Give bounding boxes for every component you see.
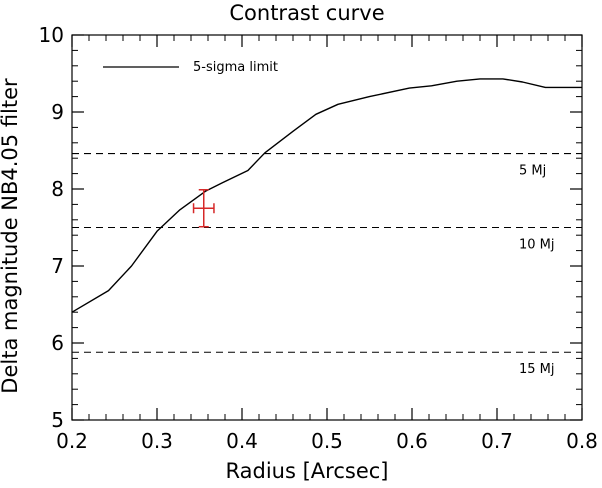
chart-title: Contrast curve [229, 1, 384, 25]
y-tick-label: 10 [39, 23, 64, 47]
y-tick-label: 6 [51, 331, 64, 355]
legend-label-5-sigma-limit: 5-sigma limit [193, 60, 278, 75]
x-axis-ticks: 0.2 0.3 0.4 0.5 0.6 0.7 0.8 [56, 35, 598, 453]
y-tick-label: 5 [51, 408, 64, 432]
x-tick-label: 0.8 [566, 429, 598, 453]
y-axis-ticks: 5 6 7 8 9 10 [39, 23, 582, 432]
y-axis-title: Delta magnitude NB4.05 filter [0, 78, 22, 394]
reference-line-label: 15 Mj [519, 362, 555, 377]
x-axis-title: Radius [Arcsec] [226, 459, 389, 483]
reference-line-label: 10 Mj [519, 238, 555, 253]
x-tick-label: 0.5 [311, 429, 343, 453]
series-lines [71, 78, 582, 313]
x-tick-label: 0.2 [56, 429, 88, 453]
y-tick-label: 8 [51, 177, 64, 201]
x-tick-label: 0.4 [226, 429, 258, 453]
y-tick-label: 7 [51, 254, 64, 278]
reference-lines: 5 Mj 10 Mj 15 Mj [72, 153, 582, 377]
error-point [192, 189, 215, 228]
x-tick-label: 0.7 [481, 429, 513, 453]
legend: 5-sigma limit [103, 60, 278, 75]
x-tick-label: 0.6 [396, 429, 428, 453]
x-tick-label: 0.3 [141, 429, 173, 453]
reference-line-label: 5 Mj [519, 164, 546, 179]
series-line [71, 78, 582, 313]
y-tick-label: 9 [51, 100, 64, 124]
